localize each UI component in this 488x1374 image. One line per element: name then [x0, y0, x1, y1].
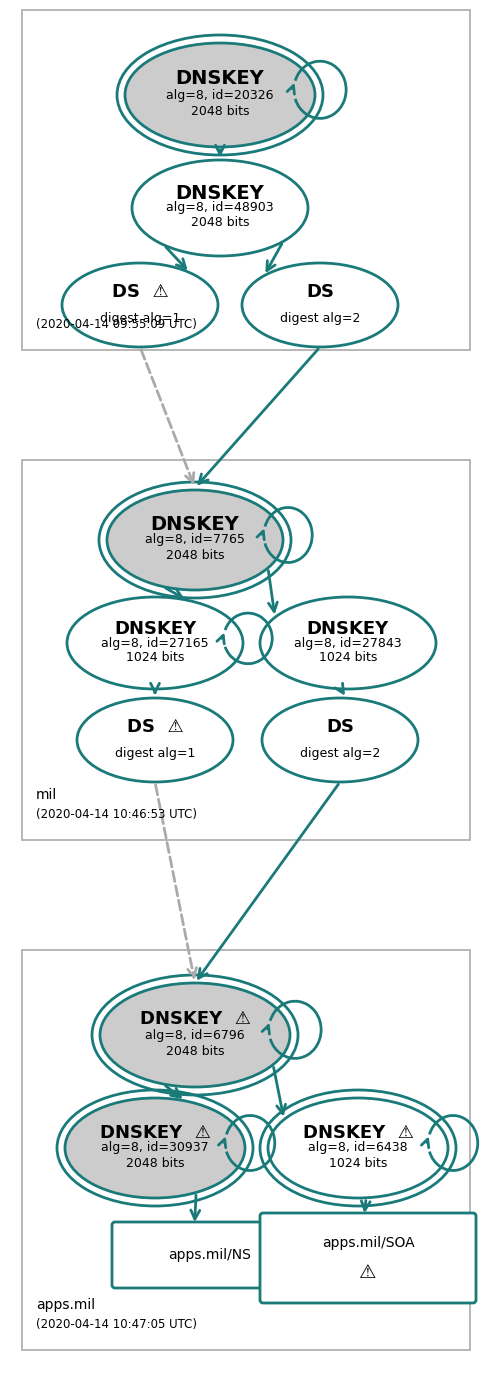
- FancyBboxPatch shape: [260, 1213, 476, 1303]
- FancyBboxPatch shape: [22, 949, 470, 1351]
- Text: DS: DS: [306, 283, 334, 301]
- Text: alg=8, id=6438: alg=8, id=6438: [308, 1142, 408, 1154]
- Text: apps.mil: apps.mil: [36, 1298, 95, 1312]
- Text: 2048 bits: 2048 bits: [166, 550, 224, 562]
- Text: apps.mil/NS: apps.mil/NS: [168, 1248, 251, 1261]
- Text: DNSKEY: DNSKEY: [151, 515, 240, 534]
- Text: alg=8, id=27165: alg=8, id=27165: [101, 636, 209, 650]
- FancyBboxPatch shape: [22, 10, 470, 350]
- Text: 2048 bits: 2048 bits: [191, 216, 249, 229]
- Text: (2020-04-14 10:47:05 UTC): (2020-04-14 10:47:05 UTC): [36, 1318, 197, 1331]
- Text: DS  ⚠: DS ⚠: [112, 283, 168, 301]
- Ellipse shape: [260, 596, 436, 688]
- Text: DNSKEY: DNSKEY: [176, 184, 264, 202]
- Text: 2048 bits: 2048 bits: [166, 1044, 224, 1058]
- Ellipse shape: [125, 43, 315, 147]
- Text: alg=8, id=27843: alg=8, id=27843: [294, 636, 402, 650]
- Text: alg=8, id=7765: alg=8, id=7765: [145, 533, 245, 547]
- Text: DNSKEY  ⚠: DNSKEY ⚠: [100, 1124, 210, 1142]
- Text: DNSKEY: DNSKEY: [176, 69, 264, 88]
- Text: (2020-04-14 09:55:09 UTC): (2020-04-14 09:55:09 UTC): [36, 317, 197, 331]
- Text: 2048 bits: 2048 bits: [191, 104, 249, 118]
- Ellipse shape: [268, 1098, 448, 1198]
- Ellipse shape: [67, 596, 243, 688]
- Text: DNSKEY: DNSKEY: [307, 620, 389, 638]
- Text: DS  ⚠: DS ⚠: [127, 719, 183, 736]
- Text: digest alg=2: digest alg=2: [300, 746, 380, 760]
- Ellipse shape: [100, 982, 290, 1087]
- Text: alg=8, id=6796: alg=8, id=6796: [145, 1029, 245, 1041]
- Ellipse shape: [132, 159, 308, 256]
- Text: ⚠: ⚠: [359, 1263, 377, 1282]
- Text: DNSKEY  ⚠: DNSKEY ⚠: [303, 1124, 413, 1142]
- Text: DS: DS: [326, 719, 354, 736]
- Ellipse shape: [77, 698, 233, 782]
- Text: (2020-04-14 10:46:53 UTC): (2020-04-14 10:46:53 UTC): [36, 808, 197, 822]
- Text: 1024 bits: 1024 bits: [126, 651, 184, 664]
- Ellipse shape: [62, 262, 218, 348]
- Ellipse shape: [262, 698, 418, 782]
- Text: digest alg=1: digest alg=1: [100, 312, 180, 324]
- Ellipse shape: [65, 1098, 245, 1198]
- Text: alg=8, id=30937: alg=8, id=30937: [101, 1142, 209, 1154]
- Text: alg=8, id=20326: alg=8, id=20326: [166, 88, 274, 102]
- FancyBboxPatch shape: [22, 460, 470, 840]
- Ellipse shape: [242, 262, 398, 348]
- FancyBboxPatch shape: [112, 1221, 308, 1287]
- Text: alg=8, id=48903: alg=8, id=48903: [166, 202, 274, 214]
- Text: 1024 bits: 1024 bits: [319, 651, 377, 664]
- Text: DNSKEY  ⚠: DNSKEY ⚠: [140, 1010, 250, 1028]
- Text: apps.mil/SOA: apps.mil/SOA: [322, 1237, 414, 1250]
- Text: digest alg=2: digest alg=2: [280, 312, 360, 324]
- Text: 1024 bits: 1024 bits: [329, 1157, 387, 1171]
- Text: mil: mil: [36, 789, 57, 802]
- Text: digest alg=1: digest alg=1: [115, 746, 195, 760]
- Text: 2048 bits: 2048 bits: [126, 1157, 184, 1171]
- Text: DNSKEY: DNSKEY: [114, 620, 196, 638]
- Ellipse shape: [107, 491, 283, 589]
